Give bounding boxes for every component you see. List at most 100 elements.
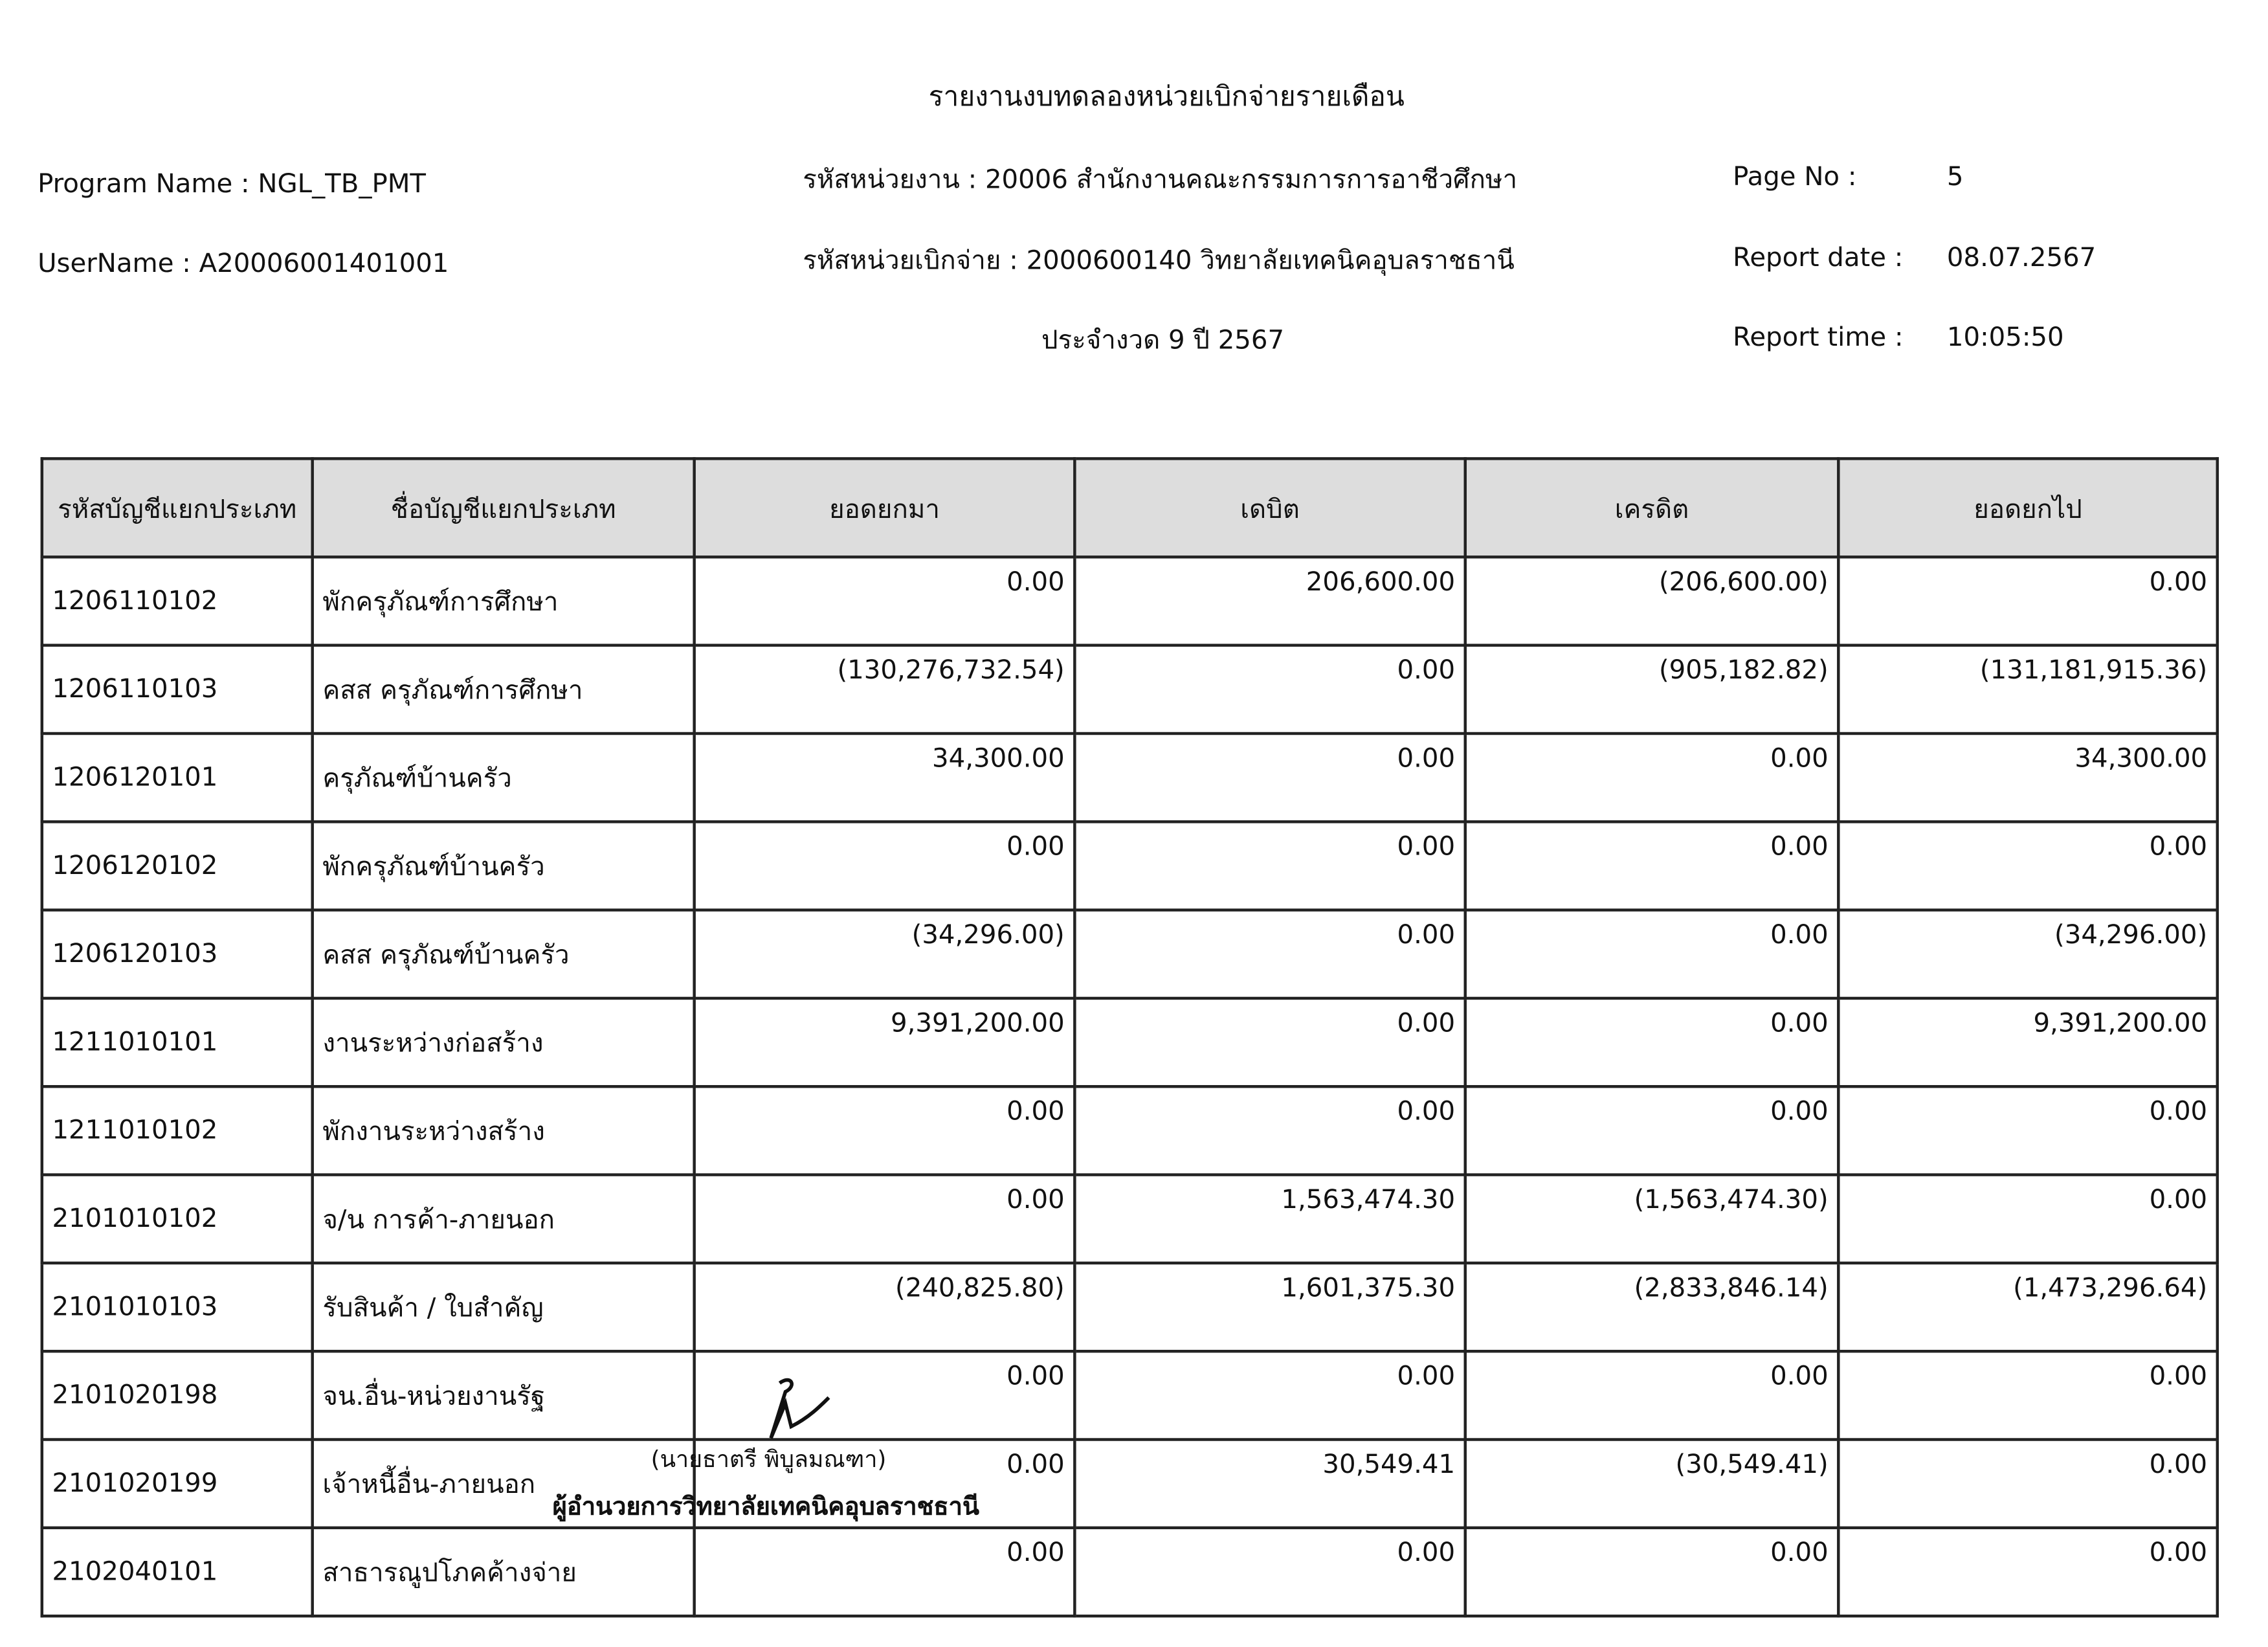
column-header: ชื่อบัญชีแยกประเภท bbox=[311, 457, 696, 559]
account-name-cell: จน.อื่น-หน่วยงานรัฐ bbox=[311, 1349, 696, 1441]
account-code-cell: 1211010102 bbox=[40, 1085, 314, 1176]
table-row: 2101020199 เจ้าหนี้อื่น-ภายนอก 0.00 30,549.… bbox=[40, 1438, 2219, 1530]
table-row: 1211010101 งานระหว่างก่อสร้าง 9,391,200.00… bbox=[40, 996, 2219, 1088]
credit-cell: 0.00 bbox=[1463, 1526, 1840, 1618]
credit-cell: 0.00 bbox=[1463, 820, 1840, 912]
closing-balance-cell: 9,391,200.00 bbox=[1837, 996, 2219, 1088]
debit-cell: 0.00 bbox=[1073, 996, 1467, 1088]
disbursing-unit-code: รหัสหน่วยเบิกจ่าย : 2000600140 วิทยาลัยเ… bbox=[803, 245, 1515, 276]
credit-cell: 0.00 bbox=[1463, 996, 1840, 1088]
table-row: 2102040101 สาธารณูปโภคค้างจ่าย 0.00 0.00 0.0… bbox=[40, 1526, 2219, 1618]
opening-balance-cell: (130,276,732.54) bbox=[693, 644, 1076, 735]
table-row: 1206120103 คสส ครุภัณฑ์บ้านครัว (34,296.00… bbox=[40, 908, 2219, 1000]
trial-balance-table: รหัสบัญชีแยกประเภท ชื่อบัญชีแยกประเภท ยอดย… bbox=[40, 457, 2219, 1618]
opening-balance-cell: 34,300.00 bbox=[693, 732, 1076, 824]
table-row: 2101020198 จน.อื่น-หน่วยงานรัฐ 0.00 0.00 0.0… bbox=[40, 1349, 2219, 1441]
opening-balance-cell: 0.00 bbox=[693, 1085, 1076, 1176]
opening-balance-cell: 9,391,200.00 bbox=[693, 996, 1076, 1088]
debit-cell: 30,549.41 bbox=[1073, 1438, 1467, 1530]
program-name: Program Name : NGL_TB_PMT bbox=[38, 169, 427, 200]
opening-balance-cell: (240,825.80) bbox=[693, 1261, 1076, 1353]
closing-balance-cell: 0.00 bbox=[1837, 1173, 2219, 1265]
debit-cell: 1,601,375.30 bbox=[1073, 1261, 1467, 1353]
table-row: 2101010103 รับสินค้า / ใบสำคัญ (240,825.80… bbox=[40, 1261, 2219, 1353]
account-code-cell: 2102040101 bbox=[40, 1526, 314, 1618]
table-row: 1206110102 พักครุภัณฑ์การศึกษา 0.00 206,600… bbox=[40, 555, 2219, 647]
debit-cell: 0.00 bbox=[1073, 1349, 1467, 1441]
column-header: ยอดยกไป bbox=[1837, 457, 2219, 559]
credit-cell: 0.00 bbox=[1463, 732, 1840, 824]
table-row: 1211010102 พักงานระหว่างสร้าง 0.00 0.00 0.00… bbox=[40, 1085, 2219, 1176]
account-name-cell: รับสินค้า / ใบสำคัญ bbox=[311, 1261, 696, 1353]
opening-balance-cell: (34,296.00) bbox=[693, 908, 1076, 1000]
account-name-cell: งานระหว่างก่อสร้าง bbox=[311, 996, 696, 1088]
account-code-cell: 1206120101 bbox=[40, 732, 314, 824]
table-header-row: รหัสบัญชีแยกประเภท ชื่อบัญชีแยกประเภท ยอดย… bbox=[40, 457, 2219, 559]
credit-cell: 0.00 bbox=[1463, 908, 1840, 1000]
signatory-name: (นายธาตรี พิบูลมณฑา) bbox=[650, 1445, 887, 1473]
account-code-cell: 2101020199 bbox=[40, 1438, 314, 1530]
credit-cell: 0.00 bbox=[1463, 1349, 1840, 1441]
report-period: ประจำงวด 9 ปี 2567 bbox=[1041, 325, 1285, 356]
column-header: เดบิต bbox=[1073, 457, 1467, 559]
column-header: ยอดยกมา bbox=[693, 457, 1076, 559]
account-code-cell: 1206120102 bbox=[40, 820, 314, 912]
account-name-cell: สาธารณูปโภคค้างจ่าย bbox=[311, 1526, 696, 1618]
closing-balance-cell: 0.00 bbox=[1837, 1349, 2219, 1441]
opening-balance-cell: 0.00 bbox=[693, 1438, 1076, 1530]
credit-cell: (905,182.82) bbox=[1463, 644, 1840, 735]
debit-cell: 0.00 bbox=[1073, 1085, 1467, 1176]
closing-balance-cell: 0.00 bbox=[1837, 820, 2219, 912]
debit-cell: 0.00 bbox=[1073, 644, 1467, 735]
debit-cell: 206,600.00 bbox=[1073, 555, 1467, 647]
account-code-cell: 2101010102 bbox=[40, 1173, 314, 1265]
account-name-cell: ครุภัณฑ์บ้านครัว bbox=[311, 732, 696, 824]
page-no: 5 bbox=[1946, 162, 1964, 193]
credit-cell: (206,600.00) bbox=[1463, 555, 1840, 647]
report-date-label: Report date : bbox=[1733, 243, 1904, 274]
opening-balance-cell: 0.00 bbox=[693, 1173, 1076, 1265]
column-header: เครดิต bbox=[1463, 457, 1840, 559]
handwritten-signature bbox=[769, 1378, 830, 1439]
agency-code: รหัสหน่วยงาน : 20006 สำนักงานคณะกรรมการก… bbox=[803, 164, 1518, 196]
account-name-cell: พักงานระหว่างสร้าง bbox=[311, 1085, 696, 1176]
closing-balance-cell: (34,296.00) bbox=[1837, 908, 2219, 1000]
user-name: UserName : A20006001401001 bbox=[38, 249, 449, 280]
account-code-cell: 1211010101 bbox=[40, 996, 314, 1088]
account-code-cell: 2101020198 bbox=[40, 1349, 314, 1441]
report-time: 10:05:50 bbox=[1946, 322, 2064, 353]
report-date: 08.07.2567 bbox=[1946, 243, 2096, 274]
opening-balance-cell: 0.00 bbox=[693, 1349, 1076, 1441]
account-name-cell: คสส ครุภัณฑ์การศึกษา bbox=[311, 644, 696, 735]
closing-balance-cell: (131,181,915.36) bbox=[1837, 644, 2219, 735]
closing-balance-cell: 34,300.00 bbox=[1837, 732, 2219, 824]
debit-cell: 0.00 bbox=[1073, 732, 1467, 824]
column-header: รหัสบัญชีแยกประเภท bbox=[40, 457, 314, 559]
table-row: 1206120102 พักครุภัณฑ์บ้านครัว 0.00 0.00 0.0… bbox=[40, 820, 2219, 912]
account-code-cell: 1206120103 bbox=[40, 908, 314, 1000]
signatory-position: ผู้อำนวยการวิทยาลัยเทคนิคอุบลราชธานี bbox=[552, 1493, 979, 1522]
closing-balance-cell: 0.00 bbox=[1837, 1526, 2219, 1618]
debit-cell: 0.00 bbox=[1073, 908, 1467, 1000]
report-title: รายงานงบทดลองหน่วยเบิกจ่ายรายเดือน bbox=[928, 81, 1405, 113]
closing-balance-cell: 0.00 bbox=[1837, 1438, 2219, 1530]
credit-cell: (1,563,474.30) bbox=[1463, 1173, 1840, 1265]
closing-balance-cell: 0.00 bbox=[1837, 1085, 2219, 1176]
account-code-cell: 1206110103 bbox=[40, 644, 314, 735]
credit-cell: 0.00 bbox=[1463, 1085, 1840, 1176]
opening-balance-cell: 0.00 bbox=[693, 555, 1076, 647]
debit-cell: 0.00 bbox=[1073, 820, 1467, 912]
account-name-cell: จ/น การค้า-ภายนอก bbox=[311, 1173, 696, 1265]
table-row: 1206120101 ครุภัณฑ์บ้านครัว 34,300.00 0.00 0… bbox=[40, 732, 2219, 824]
page-no-label: Page No : bbox=[1733, 162, 1857, 193]
account-name-cell: เจ้าหนี้อื่น-ภายนอก bbox=[311, 1438, 696, 1530]
credit-cell: (2,833,846.14) bbox=[1463, 1261, 1840, 1353]
table-row: 1206110103 คสส ครุภัณฑ์การศึกษา (130,276,7… bbox=[40, 644, 2219, 735]
closing-balance-cell: (1,473,296.64) bbox=[1837, 1261, 2219, 1353]
account-name-cell: พักครุภัณฑ์การศึกษา bbox=[311, 555, 696, 647]
report-time-label: Report time : bbox=[1733, 322, 1904, 353]
credit-cell: (30,549.41) bbox=[1463, 1438, 1840, 1530]
account-code-cell: 1206110102 bbox=[40, 555, 314, 647]
closing-balance-cell: 0.00 bbox=[1837, 555, 2219, 647]
